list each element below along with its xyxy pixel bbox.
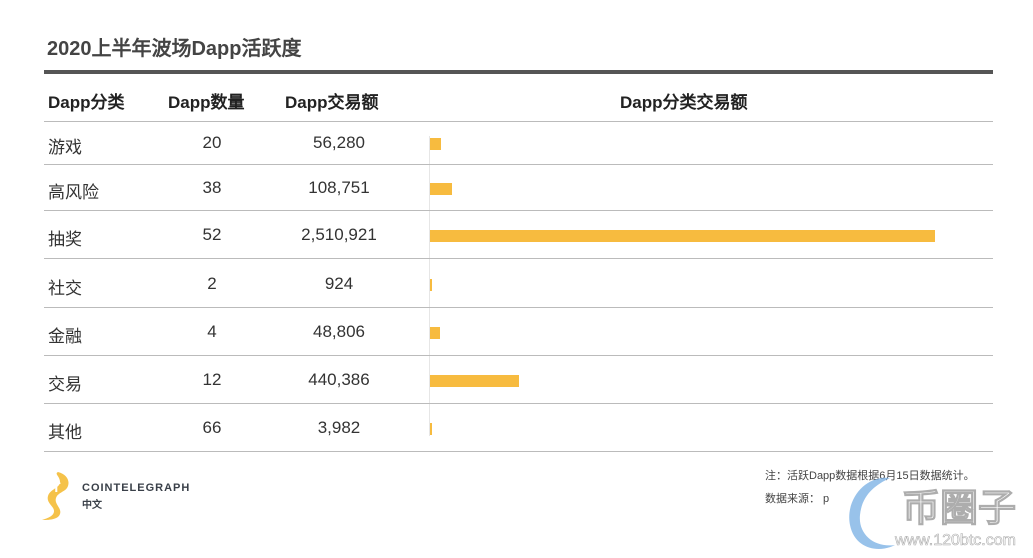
value-label: 56,280 [313,133,365,152]
header-category: Dapp分类 [48,93,125,112]
value-label: 3,982 [317,418,361,437]
count-label: 66 [202,418,222,437]
value-label: 48,806 [313,322,365,341]
category-label: 抽奖 [48,230,82,249]
bar [430,327,440,339]
count-label: 4 [207,322,217,341]
value-label: 440,386 [308,370,370,389]
bar [430,375,519,387]
brand-sub: 中文 [82,500,102,511]
category-label: 社交 [48,278,82,298]
bar [430,278,432,291]
watermark: 币圈子 www.120btc.com [840,470,1033,553]
count-label: 2 [207,273,217,293]
bar [430,230,935,242]
count-label: 20 [202,133,222,152]
watermark-swoosh-icon [849,477,895,549]
category-label: 交易 [48,375,82,394]
count-label: 38 [202,178,222,197]
page-title: 2020上半年波场Dapp活跃度 [47,38,302,60]
bar [430,183,452,195]
table-row: 抽奖 52 2,510,921 [44,211,993,259]
bar-axis [429,136,430,436]
table-row: 游戏 20 56,280 [44,121,993,165]
value-label: 2,510,921 [301,225,377,244]
table-row: 社交 2 924 [44,259,993,308]
table-row: 其他 66 3,982 [44,404,993,452]
table-row: 交易 12 440,386 [44,356,993,404]
data-source: 数据来源： p [765,493,830,505]
header-bar: Dapp分类交易额 [620,93,748,112]
cointelegraph-logo: T [38,468,78,529]
watermark-text: 币圈子 [901,488,1017,530]
count-label: 12 [202,370,222,389]
watermark-url: www.120btc.com [895,532,1017,550]
header-divider [44,121,993,122]
brand-name: COINTELEGRAPH [82,482,191,494]
title-divider [44,70,993,74]
table-row: 高风险 38 108,751 [44,165,993,211]
value-label: 108,751 [308,178,370,197]
category-label: 金融 [48,327,82,346]
svg-text:T: T [52,479,61,495]
bar [430,423,432,435]
footnote: 注：活跃Dapp数据根据6月15日数据统计。 [765,470,975,482]
category-label: 游戏 [48,138,82,157]
value-label: 924 [324,273,354,293]
category-label: 其他 [48,423,82,442]
count-label: 52 [202,225,222,244]
header-count: Dapp数量 [168,93,245,112]
bar [430,138,442,150]
table-row: 金融 4 48,806 [44,308,993,356]
category-label: 高风险 [48,183,99,202]
header-value: Dapp交易额 [285,93,379,112]
